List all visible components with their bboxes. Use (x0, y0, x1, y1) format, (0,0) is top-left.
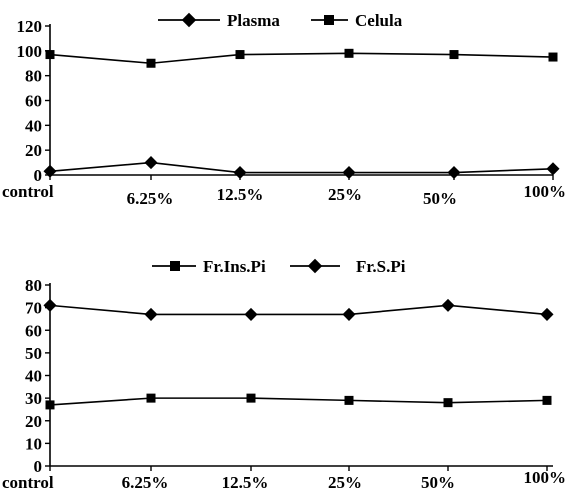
data-point (144, 307, 158, 321)
data-point (342, 165, 356, 180)
data-point (344, 395, 354, 405)
x-tick-label: control (2, 182, 54, 201)
data-point (144, 156, 158, 170)
data-point (344, 48, 354, 58)
y-tick-label: 40 (25, 116, 42, 135)
data-point (342, 307, 356, 321)
y-tick-label: 20 (25, 141, 42, 160)
x-tick-label: 50% (423, 189, 457, 208)
data-point (233, 165, 247, 180)
y-tick-label: 100 (17, 42, 43, 61)
y-tick-label: 70 (25, 299, 42, 318)
x-tick-label: control (2, 473, 54, 492)
data-point (246, 393, 256, 403)
y-tick-label: 50 (25, 344, 42, 363)
y-tick-label: 30 (25, 389, 42, 408)
data-point (441, 298, 455, 312)
y-tick-label: 40 (25, 367, 42, 386)
y-tick-label: 20 (25, 412, 42, 431)
data-point (546, 162, 560, 176)
y-tick-label: 0 (34, 457, 43, 476)
y-tick-label: 60 (25, 321, 42, 340)
legend-marker (170, 261, 180, 271)
y-tick-label: 120 (17, 17, 43, 36)
x-tick-label: 25% (328, 185, 362, 204)
legend-label: Fr.S.Pi (356, 257, 406, 276)
y-tick-label: 80 (25, 67, 42, 86)
data-point (146, 393, 156, 403)
data-point (244, 307, 258, 321)
series-line (49, 161, 554, 174)
data-point (235, 50, 245, 60)
data-point (449, 50, 459, 60)
x-tick-label: 12.5% (217, 185, 264, 204)
x-tick-label: 6.25% (122, 473, 169, 492)
legend-label: Plasma (227, 11, 280, 30)
x-tick-label: 100% (524, 182, 567, 201)
series-line (49, 397, 548, 406)
legend-marker (181, 12, 197, 28)
data-point (43, 298, 57, 312)
series-line (49, 304, 548, 316)
legend-label: Celula (355, 11, 403, 30)
legend-marker (324, 15, 334, 25)
legend-label: Fr.Ins.Pi (203, 257, 266, 276)
chart-fr-ins-s-pi: 0 10 20 30 40 50 60 70 80 control 6.25% 12.5% 25% 50%… (2, 257, 566, 492)
x-tick-label: 12.5% (222, 473, 269, 492)
legend-marker (307, 258, 323, 274)
y-tick-label: 80 (25, 276, 42, 295)
x-tick-label: 100% (524, 468, 567, 487)
y-tick-label: 10 (25, 434, 42, 453)
data-point (548, 52, 558, 62)
data-point (540, 307, 554, 321)
y-tick-label: 0 (34, 166, 43, 185)
x-tick-label: 25% (328, 473, 362, 492)
data-point (443, 398, 453, 408)
series-line (49, 52, 554, 65)
data-point (146, 58, 156, 68)
x-tick-label: 6.25% (127, 189, 174, 208)
chart-plasma-celula: 0 20 40 60 80 100 120 control 6.25% 12.5% 25% 50% 10… (2, 11, 566, 208)
data-point (542, 395, 552, 405)
data-point (45, 50, 55, 60)
x-tick-label: 50% (421, 473, 455, 492)
data-point (45, 400, 55, 410)
y-tick-label: 60 (25, 92, 42, 111)
data-point (447, 165, 461, 180)
data-point (43, 164, 57, 178)
